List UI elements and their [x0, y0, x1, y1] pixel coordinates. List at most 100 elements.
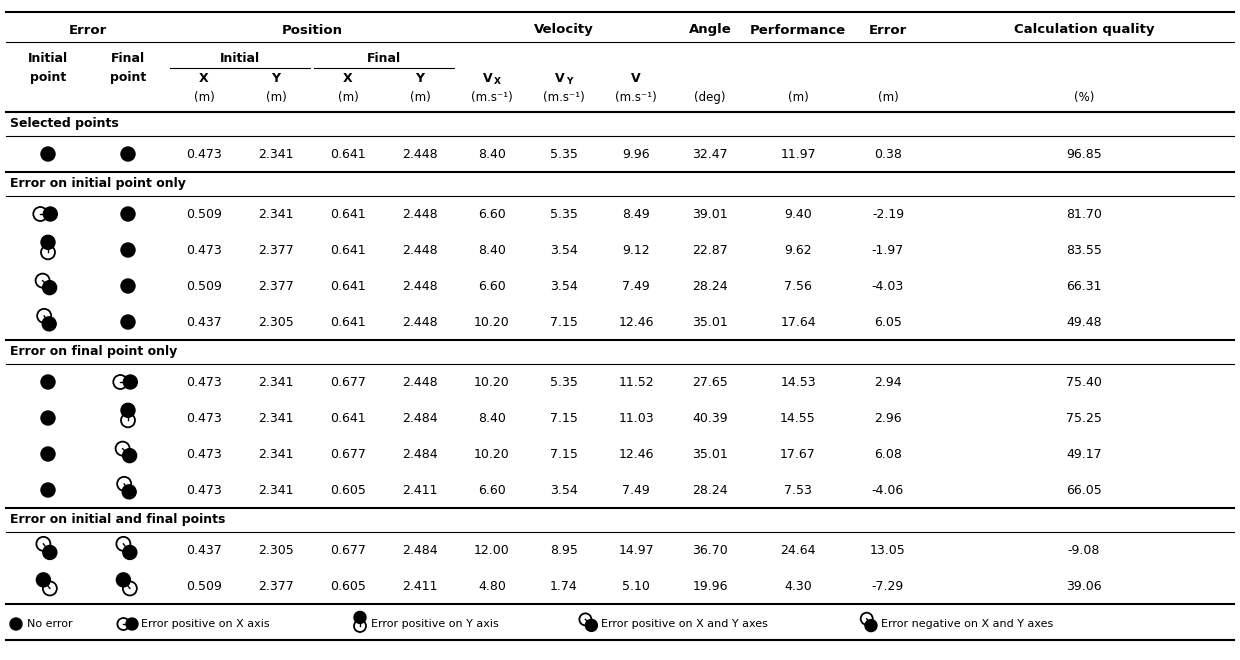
Text: 12.46: 12.46	[619, 315, 653, 329]
Text: 10.20: 10.20	[474, 376, 510, 389]
Text: 7.49: 7.49	[622, 279, 650, 292]
Text: 10.20: 10.20	[474, 447, 510, 461]
Text: Initial: Initial	[29, 51, 68, 65]
Text: 2.341: 2.341	[258, 411, 294, 424]
Text: 22.87: 22.87	[692, 244, 728, 257]
Text: (m.s⁻¹): (m.s⁻¹)	[543, 92, 585, 104]
Text: 5.35: 5.35	[551, 376, 578, 389]
Text: 0.473: 0.473	[186, 244, 222, 257]
Text: Angle: Angle	[688, 24, 732, 36]
Text: 0.437: 0.437	[186, 315, 222, 329]
Text: 2.448: 2.448	[402, 279, 438, 292]
Text: 0.641: 0.641	[330, 207, 366, 220]
Text: 2.448: 2.448	[402, 376, 438, 389]
Text: 0.641: 0.641	[330, 315, 366, 329]
Text: -4.06: -4.06	[872, 484, 904, 496]
Text: (deg): (deg)	[694, 92, 725, 104]
Circle shape	[43, 207, 57, 221]
Text: 32.47: 32.47	[692, 147, 728, 160]
Circle shape	[41, 236, 55, 249]
Text: 0.641: 0.641	[330, 244, 366, 257]
Text: 66.05: 66.05	[1066, 484, 1102, 496]
Text: 7.15: 7.15	[551, 411, 578, 424]
Text: 2.341: 2.341	[258, 147, 294, 160]
Text: 1.74: 1.74	[551, 579, 578, 593]
Text: 0.641: 0.641	[330, 147, 366, 160]
Text: 5.10: 5.10	[622, 579, 650, 593]
Circle shape	[42, 280, 57, 294]
Text: -4.03: -4.03	[872, 279, 904, 292]
Text: 11.03: 11.03	[619, 411, 653, 424]
Text: 14.53: 14.53	[780, 376, 816, 389]
Text: 0.605: 0.605	[330, 579, 366, 593]
Text: -7.29: -7.29	[872, 579, 904, 593]
Text: 39.06: 39.06	[1066, 579, 1102, 593]
Text: 2.448: 2.448	[402, 315, 438, 329]
Circle shape	[122, 207, 135, 221]
Text: 9.40: 9.40	[784, 207, 812, 220]
Text: 9.12: 9.12	[622, 244, 650, 257]
Circle shape	[123, 375, 138, 389]
Text: 17.64: 17.64	[780, 315, 816, 329]
Text: -2.19: -2.19	[872, 207, 904, 220]
Text: 49.48: 49.48	[1066, 315, 1102, 329]
Text: X: X	[343, 71, 353, 84]
Text: 8.49: 8.49	[622, 207, 650, 220]
Text: 2.377: 2.377	[258, 579, 294, 593]
Circle shape	[122, 403, 135, 417]
Circle shape	[41, 375, 55, 389]
Circle shape	[122, 243, 135, 257]
Text: 11.97: 11.97	[780, 147, 816, 160]
Circle shape	[117, 573, 130, 587]
Text: 19.96: 19.96	[692, 579, 728, 593]
Text: 6.08: 6.08	[874, 447, 901, 461]
Text: 8.40: 8.40	[479, 147, 506, 160]
Text: -1.97: -1.97	[872, 244, 904, 257]
Text: 0.473: 0.473	[186, 147, 222, 160]
Text: 0.38: 0.38	[874, 147, 901, 160]
Text: 2.411: 2.411	[402, 579, 438, 593]
Text: 0.605: 0.605	[330, 484, 366, 496]
Text: 2.305: 2.305	[258, 543, 294, 556]
Text: Error: Error	[69, 24, 107, 36]
Text: 8.40: 8.40	[479, 411, 506, 424]
Text: Initial: Initial	[219, 51, 260, 65]
Text: 10.20: 10.20	[474, 315, 510, 329]
Text: (m): (m)	[878, 92, 898, 104]
Text: 75.25: 75.25	[1066, 411, 1102, 424]
Text: point: point	[110, 71, 146, 84]
Text: 4.30: 4.30	[784, 579, 812, 593]
Circle shape	[122, 315, 135, 329]
Text: 7.49: 7.49	[622, 484, 650, 496]
Text: 2.341: 2.341	[258, 376, 294, 389]
Text: Error positive on X and Y axes: Error positive on X and Y axes	[601, 619, 768, 629]
Circle shape	[353, 611, 366, 624]
Text: 2.96: 2.96	[874, 411, 901, 424]
Text: 49.17: 49.17	[1066, 447, 1102, 461]
Text: 2.341: 2.341	[258, 207, 294, 220]
Text: 2.448: 2.448	[402, 244, 438, 257]
Text: 5.35: 5.35	[551, 147, 578, 160]
Text: Y: Y	[415, 71, 424, 84]
Text: Error on initial point only: Error on initial point only	[10, 178, 186, 191]
Text: 3.54: 3.54	[551, 279, 578, 292]
Text: 2.484: 2.484	[402, 447, 438, 461]
Text: Y: Y	[565, 77, 572, 86]
Text: 17.67: 17.67	[780, 447, 816, 461]
Text: Position: Position	[281, 24, 342, 36]
Text: 3.54: 3.54	[551, 244, 578, 257]
Text: 2.484: 2.484	[402, 411, 438, 424]
Text: 9.96: 9.96	[622, 147, 650, 160]
Text: X: X	[200, 71, 208, 84]
Text: (m.s⁻¹): (m.s⁻¹)	[471, 92, 513, 104]
Text: Calculation quality: Calculation quality	[1014, 24, 1154, 36]
Text: 6.60: 6.60	[479, 279, 506, 292]
Text: 83.55: 83.55	[1066, 244, 1102, 257]
Text: V: V	[556, 71, 564, 84]
Text: No error: No error	[27, 619, 73, 629]
Text: 2.341: 2.341	[258, 447, 294, 461]
Text: 2.411: 2.411	[402, 484, 438, 496]
Text: (m): (m)	[409, 92, 430, 104]
Text: 24.64: 24.64	[780, 543, 816, 556]
Text: 81.70: 81.70	[1066, 207, 1102, 220]
